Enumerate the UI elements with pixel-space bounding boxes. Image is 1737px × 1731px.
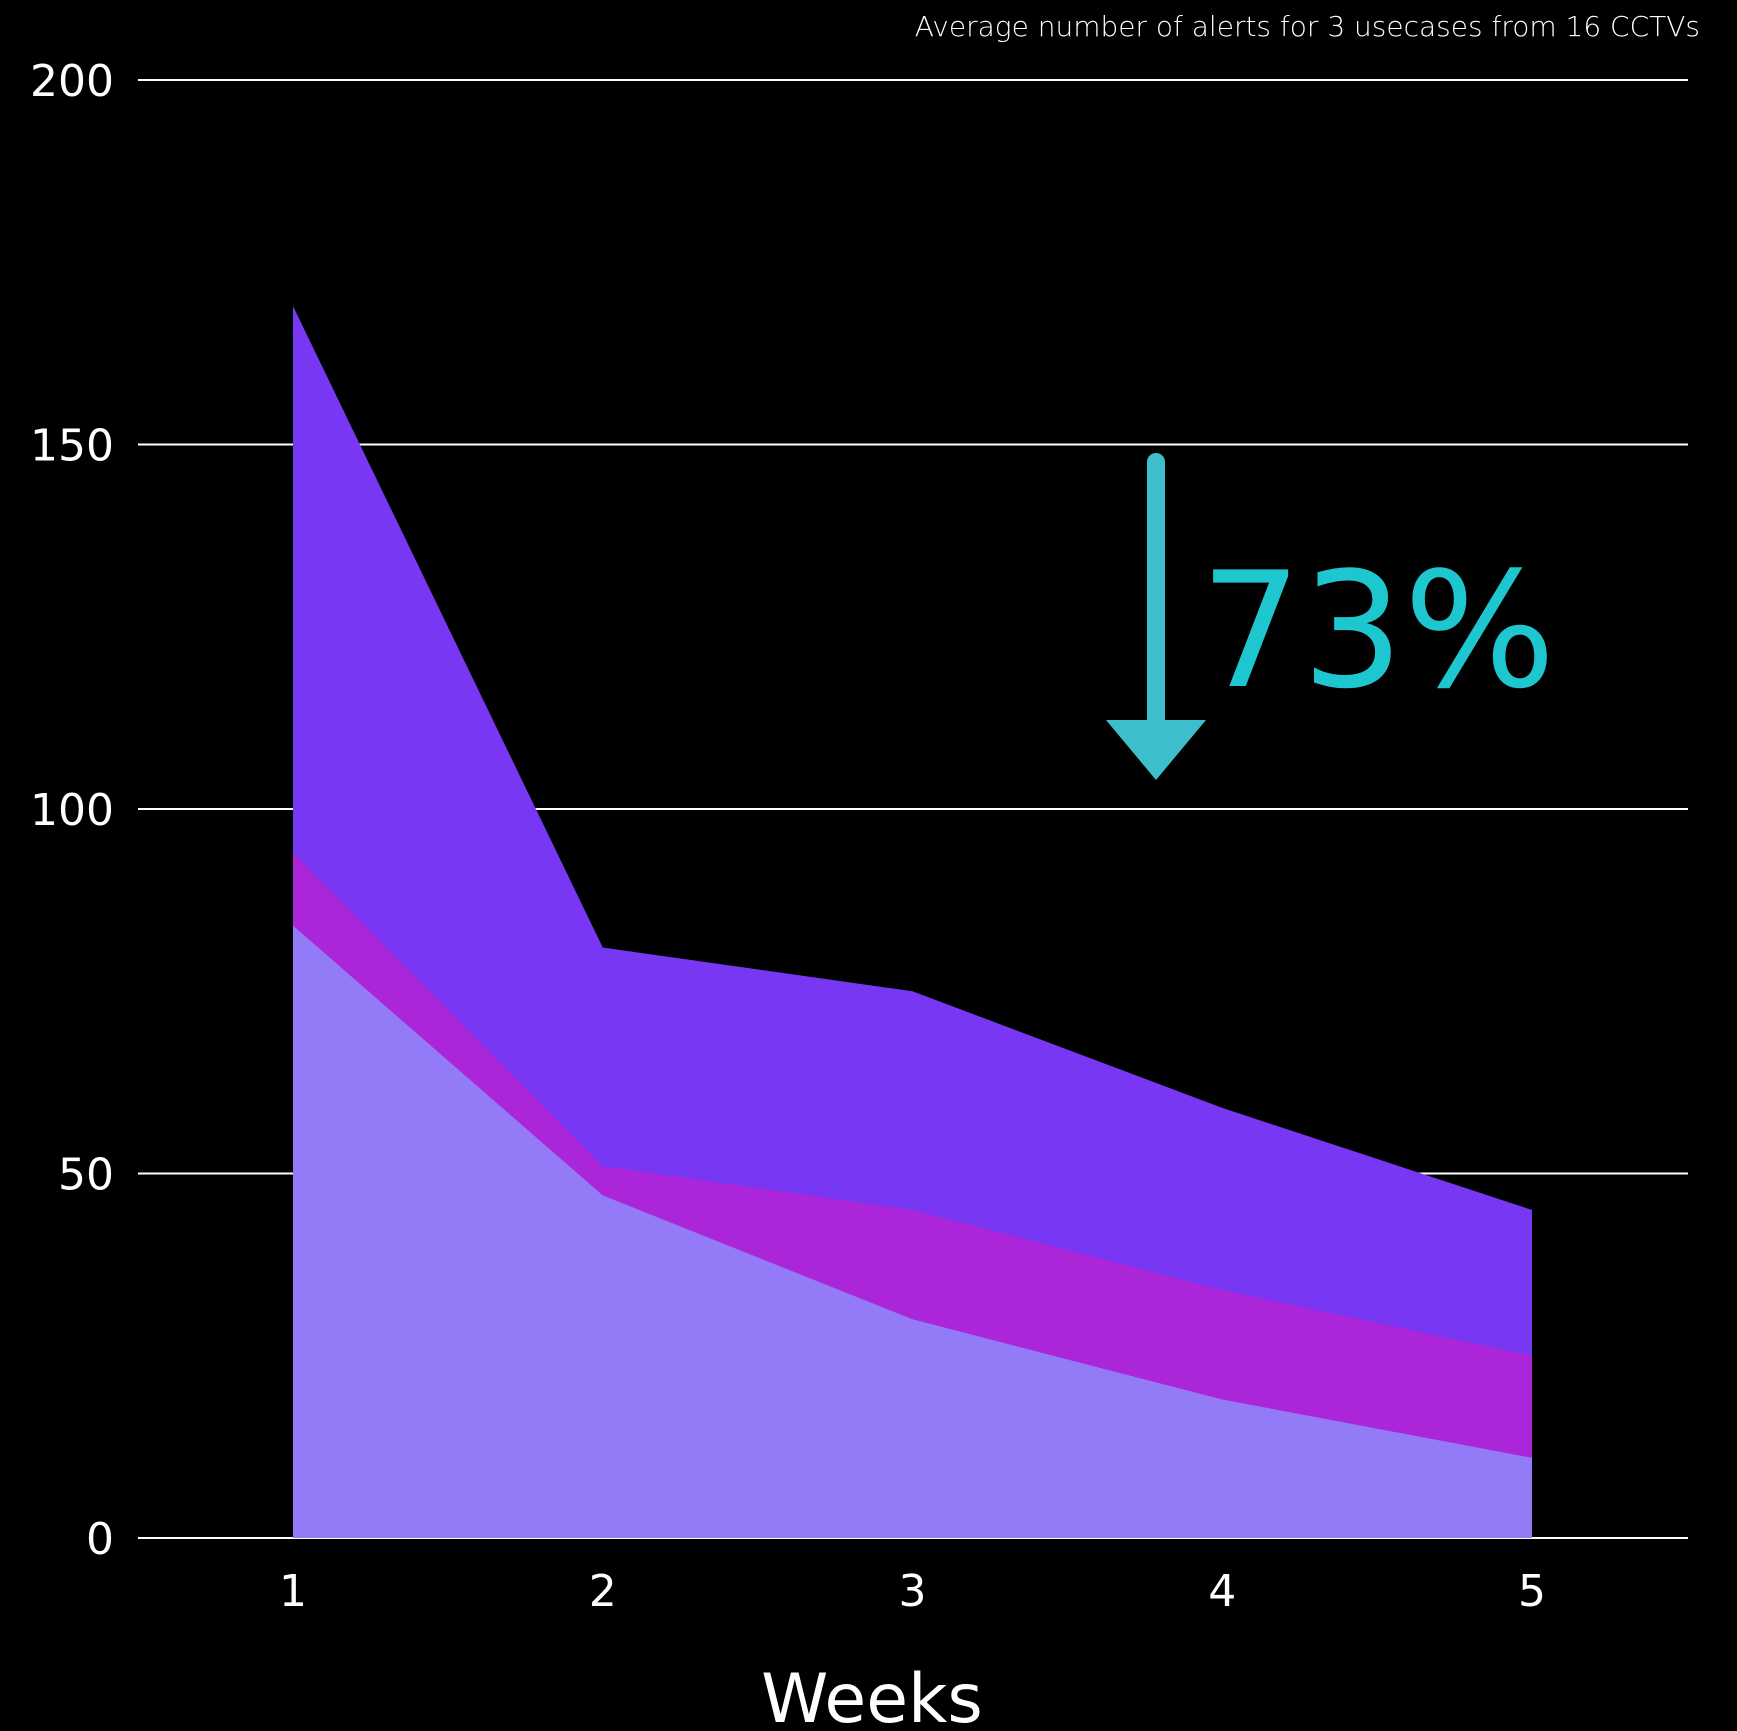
reduction-annotation: 73% (1106, 453, 1556, 780)
x-tick-label: 1 (279, 1566, 307, 1617)
x-axis-label: Weeks (761, 1660, 983, 1727)
percent-reduction-label: 73% (1200, 537, 1556, 724)
down-arrow-icon (1106, 720, 1206, 780)
chart-subtitle: Average number of alerts for 3 usecases … (915, 10, 1700, 43)
y-axis-ticks: 0 50 100 150 200 (30, 56, 114, 1565)
x-tick-label: 2 (589, 1566, 617, 1617)
y-tick-label: 200 (30, 56, 114, 107)
area-layer (293, 305, 1532, 1538)
x-tick-label: 3 (899, 1566, 927, 1617)
y-tick-label: 50 (58, 1150, 114, 1201)
y-tick-label: 100 (30, 785, 114, 836)
x-tick-label: 5 (1518, 1566, 1546, 1617)
y-tick-label: 150 (30, 421, 114, 472)
x-tick-label: 4 (1208, 1566, 1236, 1617)
x-axis-ticks: 1 2 3 4 5 (279, 1566, 1546, 1617)
area-layer-3 (293, 925, 1532, 1538)
y-tick-label: 0 (86, 1514, 114, 1565)
